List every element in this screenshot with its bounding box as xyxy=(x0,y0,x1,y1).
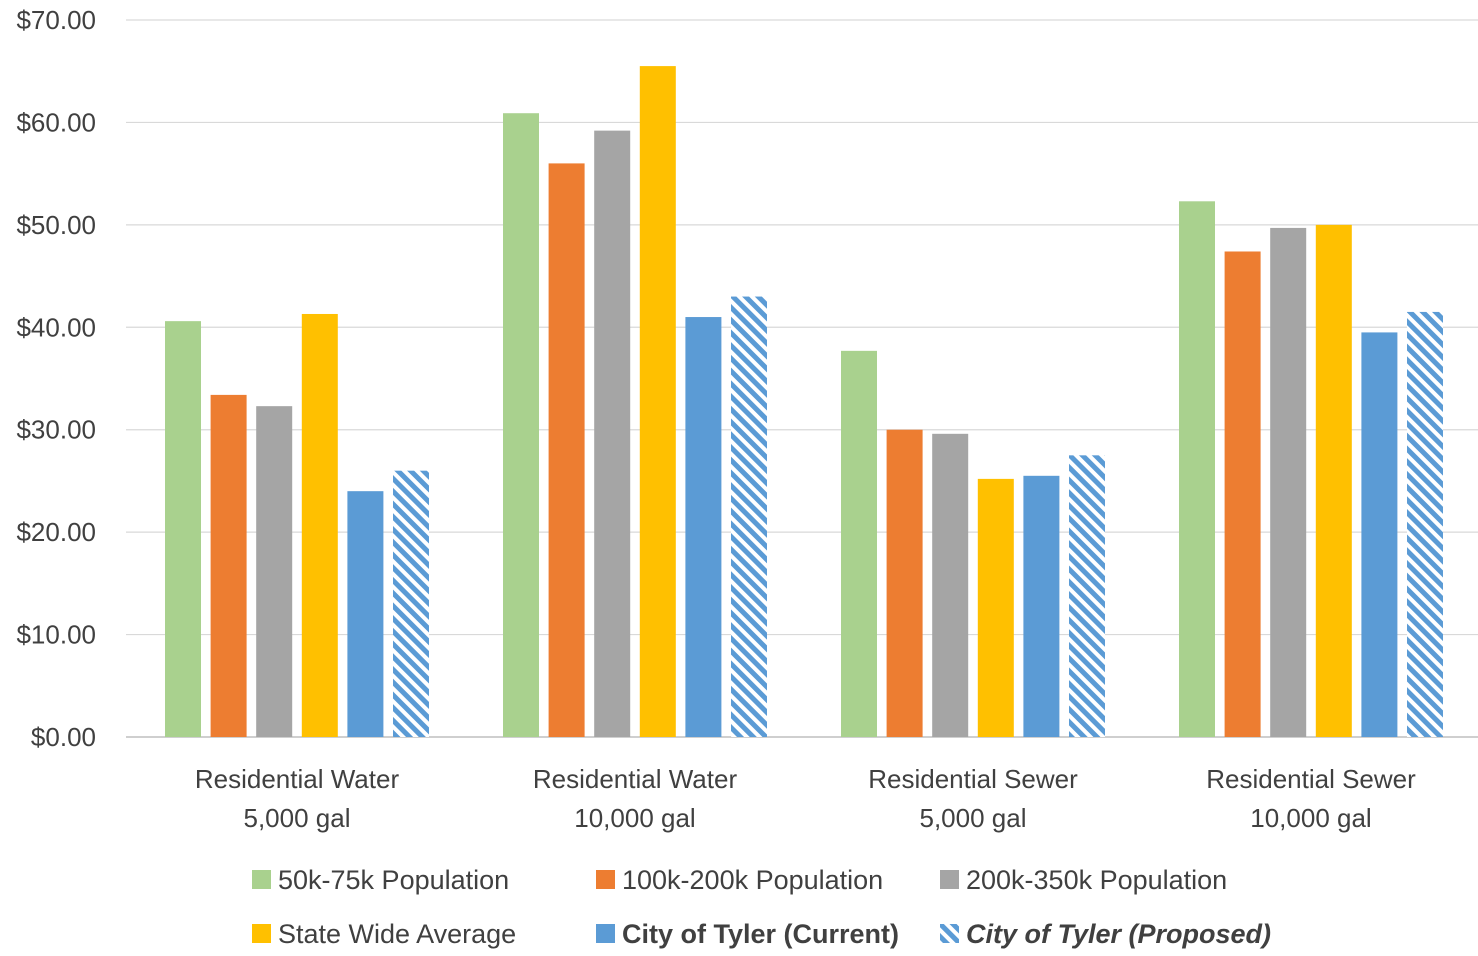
y-axis-ticks: $0.00 $10.00 $20.00 $30.00 $40.00 $50.00 $60.0… xyxy=(16,5,96,752)
legend-label: 100k-200k Population xyxy=(622,865,883,895)
legend-label: City of Tyler (Proposed) xyxy=(966,919,1271,949)
legend-swatch xyxy=(252,870,271,889)
bar xyxy=(301,313,338,737)
category-label: 10,000 gal xyxy=(1250,803,1371,833)
y-tick-label: $70.00 xyxy=(16,5,96,35)
legend-swatch xyxy=(252,924,271,943)
bar xyxy=(841,350,877,737)
legend-label: City of Tyler (Current) xyxy=(622,919,899,949)
bar xyxy=(639,66,676,738)
y-tick-label: $10.00 xyxy=(16,620,96,650)
y-tick-label: $50.00 xyxy=(16,210,96,240)
legend-swatch xyxy=(940,870,959,889)
legend-swatch xyxy=(940,924,959,943)
y-tick-label: $20.00 xyxy=(16,517,96,547)
bar xyxy=(594,130,631,737)
category-label: Residential Sewer xyxy=(1206,764,1416,794)
legend-label: 200k-350k Population xyxy=(966,865,1227,895)
bar xyxy=(548,163,585,737)
bar xyxy=(347,491,384,737)
bar xyxy=(886,429,923,737)
bar xyxy=(731,296,767,737)
category-label: Residential Water xyxy=(195,764,400,794)
bar xyxy=(685,317,722,737)
bar xyxy=(932,433,969,737)
legend-swatch xyxy=(596,870,615,889)
bar xyxy=(1361,332,1398,737)
bar xyxy=(1023,475,1060,737)
category-label: 10,000 gal xyxy=(574,803,695,833)
legend: 50k-75k Population 100k-200k Population 20… xyxy=(252,865,1271,949)
bar xyxy=(1069,455,1105,737)
legend-label: 50k-75k Population xyxy=(278,865,509,895)
bar xyxy=(393,470,429,737)
category-labels: Residential Water 5,000 gal Residential Wa… xyxy=(195,764,1416,833)
bar xyxy=(503,113,539,737)
bar xyxy=(1179,201,1215,737)
category-label: 5,000 gal xyxy=(920,803,1027,833)
y-tick-label: $60.00 xyxy=(16,107,96,137)
bar xyxy=(1315,224,1352,737)
bar xyxy=(256,406,293,737)
bar xyxy=(165,321,201,737)
y-tick-label: $30.00 xyxy=(16,415,96,445)
legend-label: State Wide Average xyxy=(278,919,516,949)
bar xyxy=(210,394,247,737)
category-label: Residential Water xyxy=(533,764,738,794)
bar xyxy=(977,478,1014,737)
legend-swatch xyxy=(596,924,615,943)
category-label: Residential Sewer xyxy=(868,764,1078,794)
y-tick-label: $0.00 xyxy=(31,722,96,752)
category-label: 5,000 gal xyxy=(244,803,351,833)
bar xyxy=(1270,227,1307,737)
bar xyxy=(1224,251,1261,737)
y-tick-label: $40.00 xyxy=(16,312,96,342)
bar xyxy=(1407,311,1443,737)
bars xyxy=(165,66,1443,738)
